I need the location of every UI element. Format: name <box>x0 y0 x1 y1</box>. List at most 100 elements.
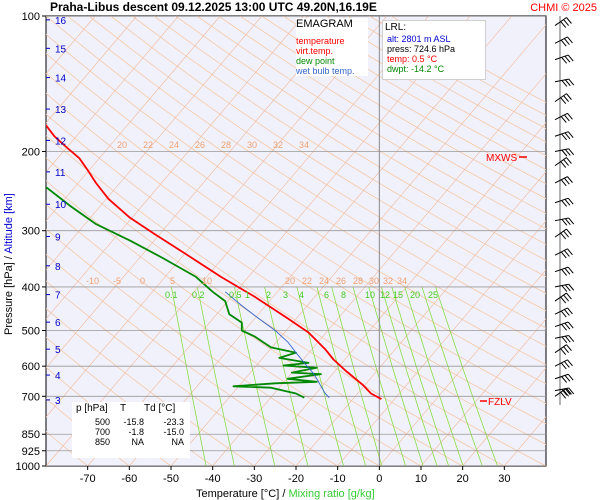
altitude-tick-label: 16 <box>55 16 67 27</box>
isotherm-line <box>87 16 471 466</box>
wind-barb-feather <box>566 93 572 100</box>
lrl-title: LRL: <box>385 22 407 33</box>
wind-barb-feather <box>564 322 571 330</box>
dry-adiabat-line <box>46 53 546 385</box>
wind-barb-feather <box>564 55 571 63</box>
altitude-tick-label: 11 <box>55 168 66 179</box>
altitude-tick-label: 9 <box>55 232 61 243</box>
wind-barb-feather <box>563 361 570 368</box>
wind-barb-feather <box>567 373 574 381</box>
isotherm-label: 22 <box>302 276 312 286</box>
isotherm-label: 26 <box>336 276 346 286</box>
wind-barb-feather <box>564 388 571 395</box>
mixing-ratio-label: 25 <box>428 290 438 300</box>
wind-barb-feather <box>560 310 567 318</box>
wind-barb-feather <box>561 80 568 87</box>
altitude-tick-label: 12 <box>55 136 67 147</box>
wind-barb-shaft <box>554 228 567 238</box>
y-tick-label: 100 <box>22 11 40 23</box>
x-tick-label: -20 <box>288 473 304 485</box>
x-tick-label: 30 <box>498 473 510 485</box>
y-tick-label: 700 <box>22 391 40 403</box>
mixing-ratio-label: 20 <box>410 290 420 300</box>
wind-barb <box>554 17 572 28</box>
wind-barb-feather <box>563 389 569 397</box>
x-tick-label: 0 <box>376 473 382 485</box>
wind-barb <box>554 307 573 318</box>
altitude-tick-label: 14 <box>55 74 67 85</box>
wind-barb-feather <box>567 359 573 367</box>
altitude-tick-label: 6 <box>55 318 61 329</box>
isotherm-line <box>46 16 304 320</box>
wind-barb-feather <box>564 267 571 275</box>
dry-adiabat-line <box>131 16 546 278</box>
x-tick-label: -50 <box>163 473 179 485</box>
dry-adiabat-line <box>67 16 546 329</box>
copyright: CHMI © 2025 <box>530 2 597 14</box>
wind-barb-feather <box>560 232 567 240</box>
x-tick-label: 10 <box>415 473 427 485</box>
wind-barb-feather <box>560 362 567 370</box>
x-tick-label: 20 <box>457 473 469 485</box>
wind-barb-feather <box>568 78 575 86</box>
isotherm-label: 22 <box>143 140 153 150</box>
isotherm-line <box>46 16 429 466</box>
dry-adiabat-line <box>46 72 546 404</box>
wind-barb <box>554 248 573 259</box>
wind-barb-feather <box>566 228 572 236</box>
chart-title: Praha-Libus descent 09.12.2025 13:00 UTC… <box>50 0 377 14</box>
isotherm-line <box>129 16 513 466</box>
dry-adiabat-line <box>175 16 546 245</box>
y-tick-label: 1000 <box>16 461 40 473</box>
mixing-ratio-label: 8 <box>341 290 346 300</box>
stats-row: 700 -1.8 -15.0 <box>94 427 184 437</box>
stats-row: 500 -15.8 -23.3 <box>94 417 184 427</box>
legend: EMAGRAM temperature virt.temp. dew point… <box>296 18 368 76</box>
isotherm-label: 24 <box>319 276 329 286</box>
dry-adiabat-line <box>46 16 546 347</box>
mixing-ratio-label: 15 <box>393 290 403 300</box>
mixing-ratio-label: 10 <box>365 290 375 300</box>
wind-barb-feather <box>561 149 568 157</box>
wind-barb <box>554 335 575 344</box>
altitude-tick-label: 3 <box>55 396 61 407</box>
legend-item-wet-bulb: wet bulb temp. <box>296 66 355 76</box>
dry-adiabat-line <box>196 16 546 230</box>
mixing-ratio-label: 3 <box>283 290 288 300</box>
wind-barb-feather <box>560 39 567 47</box>
dew-point-line <box>46 185 322 399</box>
wind-barb-feather <box>564 132 571 140</box>
wind-barb-feather <box>560 391 567 399</box>
isotherm-label: 28 <box>353 276 363 286</box>
wind-barb <box>554 292 572 304</box>
dry-adiabat-line <box>88 16 546 311</box>
wind-barb-feather <box>561 219 568 226</box>
isotherm-label: 32 <box>383 276 393 286</box>
wind-barb <box>554 36 573 47</box>
wind-barb <box>554 283 575 292</box>
x-tick-label: -30 <box>246 473 262 485</box>
wind-barb-feather <box>560 21 567 28</box>
isotherm-label: -5 <box>113 276 121 286</box>
isotherm-line <box>170 24 546 466</box>
wind-barb-feather <box>563 294 569 302</box>
wind-barb-feather <box>564 198 571 206</box>
mixing-ratio-label: 0.2 <box>192 290 205 300</box>
wind-barb-feather <box>561 57 568 64</box>
stats-row: 850 NA NA <box>94 437 184 447</box>
isotherm-line <box>46 16 138 124</box>
wind-barb-feather <box>567 307 573 315</box>
wind-barb-feather <box>566 157 572 164</box>
y-tick-label: 600 <box>22 361 40 373</box>
wind-barb-feather <box>564 79 571 87</box>
wind-barb-feather <box>561 376 568 383</box>
wind-barb-feather <box>561 323 568 331</box>
y-tick-label: 200 <box>22 146 40 158</box>
x-tick-label: -10 <box>330 473 346 485</box>
wind-barb-feather <box>566 17 572 24</box>
wind-barb-feather <box>567 113 573 120</box>
wind-barb-feather <box>563 230 569 238</box>
wind-barb-feather <box>560 348 567 355</box>
legend-item-temperature: temperature <box>296 36 345 46</box>
dry-adiabat-line <box>218 16 546 214</box>
